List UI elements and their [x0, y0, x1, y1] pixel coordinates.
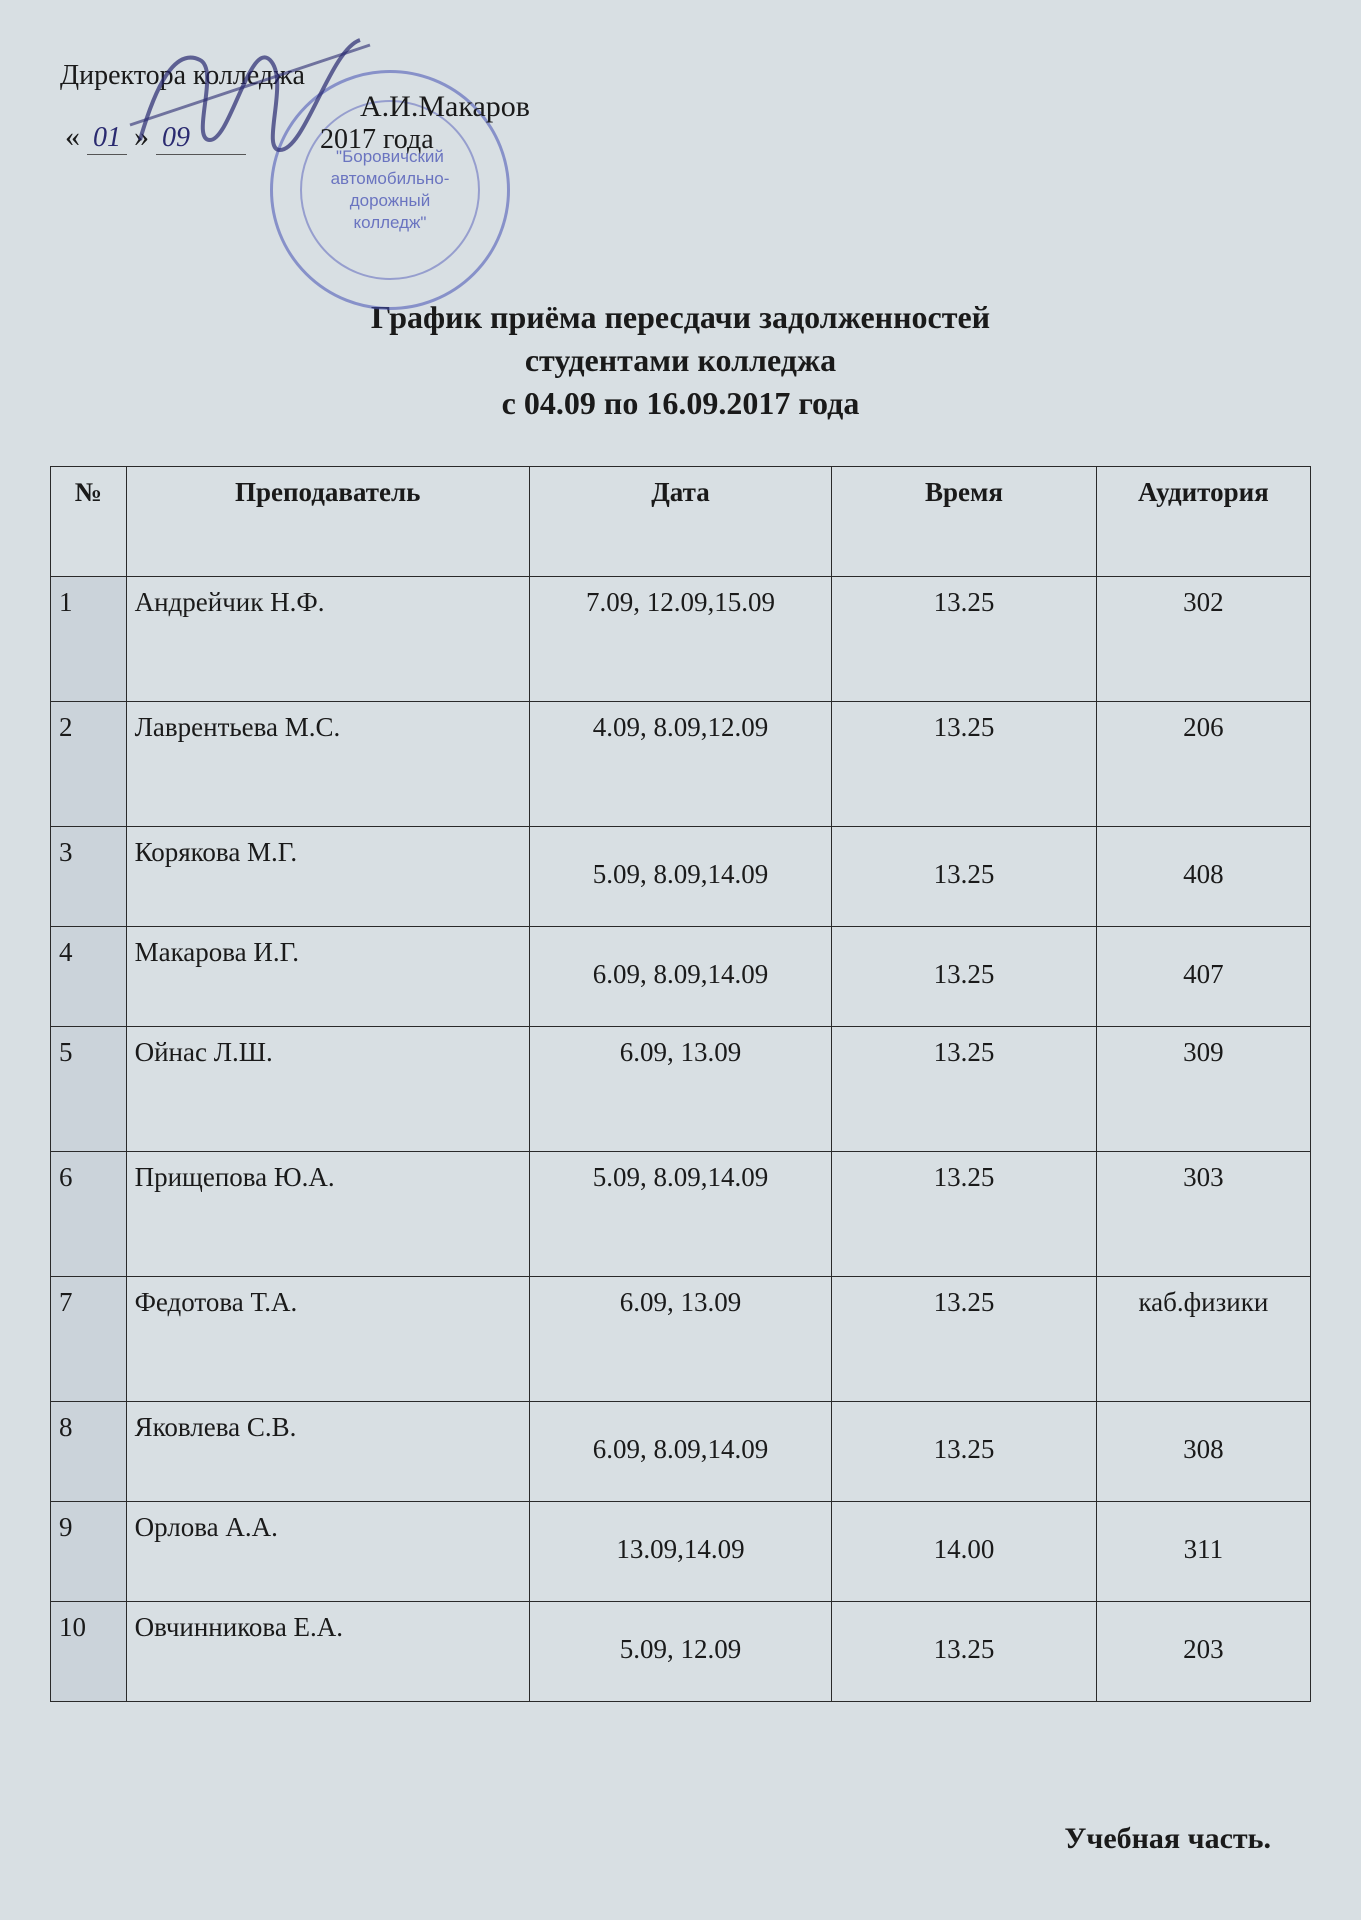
cell-room: 206 — [1096, 701, 1310, 826]
cell-room: 303 — [1096, 1151, 1310, 1276]
table-row: 1Андрейчик Н.Ф.7.09, 12.09,15.0913.25302 — [51, 576, 1311, 701]
footer-signature: Учебная часть. — [50, 1822, 1311, 1856]
cell-time: 14.00 — [832, 1501, 1097, 1601]
cell-teacher: Андрейчик Н.Ф. — [126, 576, 529, 701]
cell-date: 4.09, 8.09,12.09 — [529, 701, 831, 826]
signature-mark — [120, 30, 380, 175]
table-row: 6Прищепова Ю.А.5.09, 8.09,14.0913.25303 — [51, 1151, 1311, 1276]
cell-room: 407 — [1096, 926, 1310, 1026]
cell-time: 13.25 — [832, 701, 1097, 826]
table-header: № Преподаватель Дата Время Аудитория — [51, 466, 1311, 576]
cell-number: 2 — [51, 701, 127, 826]
cell-room: 408 — [1096, 826, 1310, 926]
cell-date: 7.09, 12.09,15.09 — [529, 576, 831, 701]
title-line-2: студентами колледжа — [50, 339, 1311, 382]
cell-number: 10 — [51, 1601, 127, 1701]
cell-date: 5.09, 12.09 — [529, 1601, 831, 1701]
cell-teacher: Корякова М.Г. — [126, 826, 529, 926]
cell-room: 309 — [1096, 1026, 1310, 1151]
table-row: 7Федотова Т.А.6.09, 13.0913.25каб.физики — [51, 1276, 1311, 1401]
cell-number: 9 — [51, 1501, 127, 1601]
cell-time: 13.25 — [832, 1401, 1097, 1501]
cell-number: 6 — [51, 1151, 127, 1276]
cell-time: 13.25 — [832, 1151, 1097, 1276]
cell-date: 6.09, 13.09 — [529, 1026, 831, 1151]
cell-teacher: Федотова Т.А. — [126, 1276, 529, 1401]
title-line-1: График приёма пересдачи задолженностей — [50, 296, 1311, 339]
table-row: 5Ойнас Л.Ш.6.09, 13.0913.25309 — [51, 1026, 1311, 1151]
schedule-table: № Преподаватель Дата Время Аудитория 1Ан… — [50, 466, 1311, 1702]
cell-number: 5 — [51, 1026, 127, 1151]
title-line-3: с 04.09 по 16.09.2017 года — [50, 382, 1311, 425]
col-header-date: Дата — [529, 466, 831, 576]
cell-number: 1 — [51, 576, 127, 701]
table-row: 4Макарова И.Г.6.09, 8.09,14.0913.25407 — [51, 926, 1311, 1026]
document-header: "Боровичский автомобильно- дорожный колл… — [60, 60, 1311, 156]
col-header-number: № — [51, 466, 127, 576]
col-header-time: Время — [832, 466, 1097, 576]
cell-time: 13.25 — [832, 1276, 1097, 1401]
cell-date: 5.09, 8.09,14.09 — [529, 826, 831, 926]
cell-date: 6.09, 8.09,14.09 — [529, 1401, 831, 1501]
col-header-teacher: Преподаватель — [126, 466, 529, 576]
cell-teacher: Лаврентьева М.С. — [126, 701, 529, 826]
cell-time: 13.25 — [832, 826, 1097, 926]
cell-room: каб.физики — [1096, 1276, 1310, 1401]
stamp-line-4: колледж" — [354, 213, 427, 232]
cell-room: 203 — [1096, 1601, 1310, 1701]
table-row: 9Орлова А.А.13.09,14.0914.00311 — [51, 1501, 1311, 1601]
year-line: 2017 года — [320, 124, 1311, 156]
table-body: 1Андрейчик Н.Ф.7.09, 12.09,15.0913.25302… — [51, 576, 1311, 1701]
header-row: № Преподаватель Дата Время Аудитория — [51, 466, 1311, 576]
cell-room: 311 — [1096, 1501, 1310, 1601]
cell-teacher: Ойнас Л.Ш. — [126, 1026, 529, 1151]
cell-teacher: Орлова А.А. — [126, 1501, 529, 1601]
cell-teacher: Прищепова Ю.А. — [126, 1151, 529, 1276]
stamp-line-3: дорожный — [350, 191, 431, 210]
cell-time: 13.25 — [832, 926, 1097, 1026]
cell-number: 3 — [51, 826, 127, 926]
table-row: 10Овчинникова Е.А.5.09, 12.0913.25203 — [51, 1601, 1311, 1701]
cell-time: 13.25 — [832, 576, 1097, 701]
cell-time: 13.25 — [832, 1026, 1097, 1151]
cell-teacher: Яковлева С.В. — [126, 1401, 529, 1501]
table-row: 2Лаврентьева М.С.4.09, 8.09,12.0913.2520… — [51, 701, 1311, 826]
cell-room: 308 — [1096, 1401, 1310, 1501]
cell-number: 7 — [51, 1276, 127, 1401]
cell-room: 302 — [1096, 576, 1310, 701]
cell-date: 6.09, 8.09,14.09 — [529, 926, 831, 1026]
cell-date: 5.09, 8.09,14.09 — [529, 1151, 831, 1276]
cell-teacher: Овчинникова Е.А. — [126, 1601, 529, 1701]
cell-number: 8 — [51, 1401, 127, 1501]
date-open-quote: « — [65, 120, 80, 153]
cell-date: 13.09,14.09 — [529, 1501, 831, 1601]
table-row: 3Корякова М.Г.5.09, 8.09,14.0913.25408 — [51, 826, 1311, 926]
table-row: 8Яковлева С.В.6.09, 8.09,14.0913.25308 — [51, 1401, 1311, 1501]
cell-date: 6.09, 13.09 — [529, 1276, 831, 1401]
cell-teacher: Макарова И.Г. — [126, 926, 529, 1026]
director-name: А.И.Макаров — [360, 90, 1311, 124]
col-header-room: Аудитория — [1096, 466, 1310, 576]
document-title: График приёма пересдачи задолженностей с… — [50, 296, 1311, 426]
cell-number: 4 — [51, 926, 127, 1026]
cell-time: 13.25 — [832, 1601, 1097, 1701]
